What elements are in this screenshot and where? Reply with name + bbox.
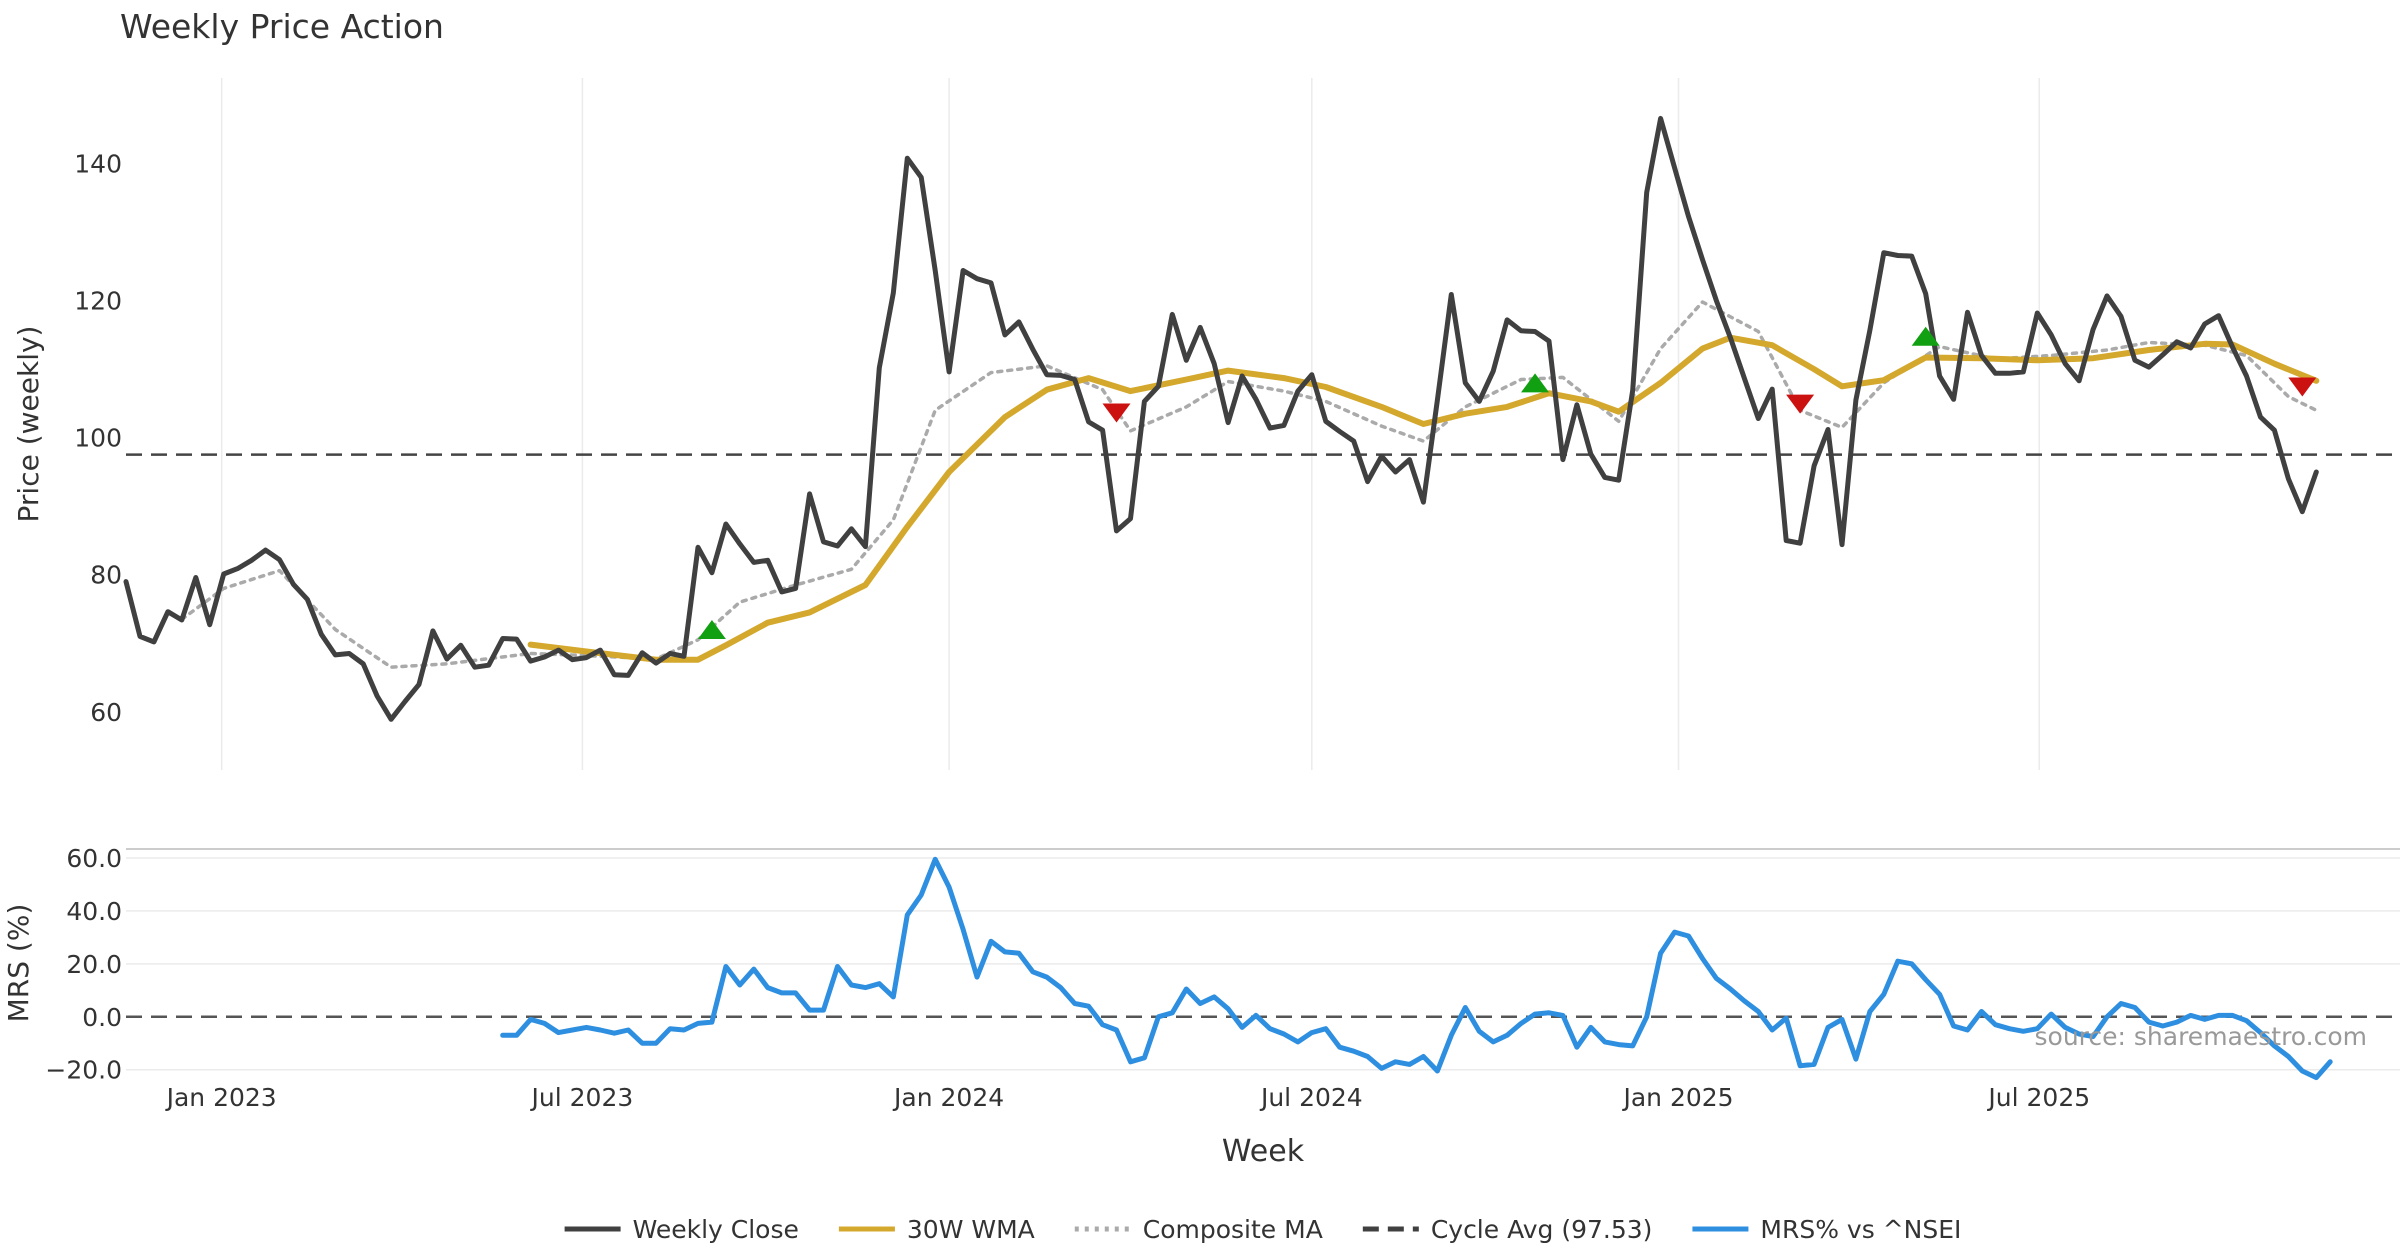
mrs-y-tick-label: 0.0 bbox=[82, 1003, 122, 1032]
x-tick-label: Jan 2025 bbox=[1621, 1083, 1733, 1112]
buy-signal-marker bbox=[1521, 373, 1550, 393]
mrs-y-axis-label: MRS (%) bbox=[2, 904, 35, 1023]
x-axis-label: Week bbox=[1222, 1134, 1305, 1169]
mrs-y-tick-label: 20.0 bbox=[66, 950, 122, 979]
sell-signal-marker bbox=[2288, 377, 2317, 397]
sell-signal-marker bbox=[1786, 394, 1815, 414]
price-y-ticks: 60 80 100 120 140 bbox=[74, 150, 122, 727]
price-panel: 60 80 100 120 140 Weekly Price Action Price … bbox=[12, 7, 2400, 770]
buy-signal-marker bbox=[1911, 326, 1940, 346]
price-grid bbox=[220, 78, 2041, 770]
mrs-panel: 60.040.020.00.0−20.0 Jan 2023 Jul 2023 Jan… bbox=[2, 844, 2400, 1169]
mrs-series-group bbox=[500, 856, 2333, 1081]
legend-label: 30W WMA bbox=[907, 1215, 1035, 1244]
price-y-axis-label: Price (weekly) bbox=[12, 326, 45, 523]
legend-label: Composite MA bbox=[1143, 1215, 1323, 1244]
price-y-tick-label: 120 bbox=[74, 287, 122, 316]
legend: Weekly Close 30W WMA Composite MA Cycle Avg… bbox=[564, 1215, 1961, 1244]
series-line-mrs bbox=[500, 856, 2333, 1081]
mrs-y-tick-label: −20.0 bbox=[45, 1056, 122, 1085]
sell-signal-marker bbox=[1102, 403, 1131, 423]
mrs-y-tick-label: 40.0 bbox=[66, 897, 122, 926]
x-tick-label: Jul 2024 bbox=[1259, 1083, 1363, 1112]
mrs-y-tick-label: 60.0 bbox=[66, 844, 122, 873]
x-tick-label: Jan 2024 bbox=[892, 1083, 1004, 1112]
legend-label: MRS% vs ^NSEI bbox=[1760, 1215, 1961, 1244]
mrs-grid bbox=[126, 857, 2400, 1071]
price-series-group bbox=[123, 115, 2320, 722]
buy-signal-marker bbox=[697, 620, 726, 640]
mrs-y-ticks: 60.0 40.0 20.0 0.0 −20.0 bbox=[45, 844, 122, 1085]
price-y-tick-label: 100 bbox=[74, 424, 122, 453]
series-line-weekly-close bbox=[123, 115, 2319, 722]
series-line-30w-wma bbox=[527, 334, 2320, 663]
x-tick-label: Jul 2025 bbox=[1986, 1083, 2090, 1112]
chart-title: Weekly Price Action bbox=[120, 7, 444, 46]
source-annotation: source: sharemaestro.com bbox=[2035, 1022, 2368, 1051]
legend-label: Cycle Avg (97.53) bbox=[1431, 1215, 1653, 1244]
x-tick-label: Jul 2023 bbox=[530, 1083, 634, 1112]
x-ticks: Jan 2023 Jul 2023 Jan 2024 Jul 2024 Jan 2025… bbox=[165, 1083, 2091, 1112]
x-tick-label: Jan 2023 bbox=[165, 1083, 277, 1112]
price-y-tick-label: 60 bbox=[90, 698, 122, 727]
signal-markers bbox=[697, 326, 2317, 640]
price-y-tick-label: 80 bbox=[90, 561, 122, 590]
legend-label: Weekly Close bbox=[633, 1215, 799, 1244]
price-y-tick-label: 140 bbox=[74, 150, 122, 179]
